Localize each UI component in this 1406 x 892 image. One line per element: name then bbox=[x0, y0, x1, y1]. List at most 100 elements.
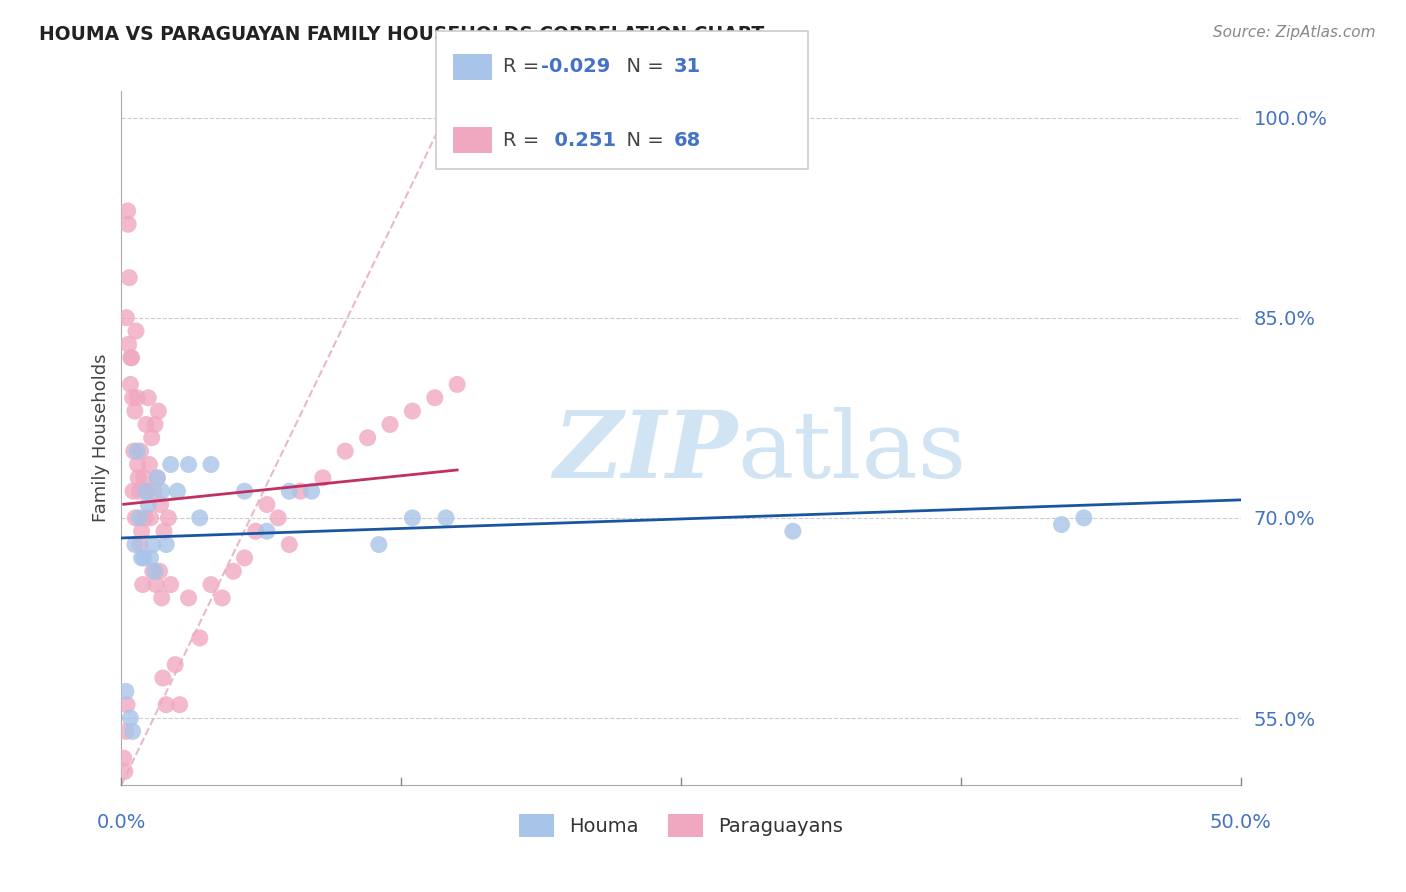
Point bbox=[159, 577, 181, 591]
Y-axis label: Family Households: Family Households bbox=[93, 353, 110, 522]
Point bbox=[143, 417, 166, 432]
Point bbox=[335, 444, 357, 458]
Point bbox=[211, 591, 233, 605]
Point bbox=[200, 577, 222, 591]
Text: R =: R = bbox=[503, 57, 546, 77]
Point bbox=[446, 377, 468, 392]
Point bbox=[117, 337, 139, 351]
Point bbox=[128, 511, 150, 525]
Point bbox=[401, 511, 423, 525]
Point bbox=[135, 417, 157, 432]
Point bbox=[131, 577, 153, 591]
Point bbox=[125, 324, 148, 338]
Point bbox=[135, 484, 157, 499]
Point bbox=[153, 524, 176, 539]
Point bbox=[127, 471, 149, 485]
Point bbox=[245, 524, 267, 539]
Text: HOUMA VS PARAGUAYAN FAMILY HOUSEHOLDS CORRELATION CHART: HOUMA VS PARAGUAYAN FAMILY HOUSEHOLDS CO… bbox=[39, 25, 765, 44]
Point bbox=[378, 417, 401, 432]
Point bbox=[115, 724, 138, 739]
Point bbox=[155, 537, 177, 551]
Point bbox=[142, 537, 165, 551]
Point bbox=[256, 498, 278, 512]
Point bbox=[367, 537, 389, 551]
Point bbox=[117, 203, 139, 218]
Point bbox=[233, 484, 256, 499]
Point bbox=[132, 550, 155, 565]
Text: 0.251: 0.251 bbox=[541, 130, 616, 150]
Point bbox=[122, 484, 145, 499]
Point bbox=[166, 484, 188, 499]
Point bbox=[159, 458, 181, 472]
Point bbox=[188, 631, 211, 645]
Point bbox=[149, 498, 172, 512]
Point bbox=[152, 671, 174, 685]
Point bbox=[121, 351, 143, 365]
Point bbox=[157, 511, 180, 525]
Point bbox=[423, 391, 446, 405]
Point bbox=[121, 724, 143, 739]
Point bbox=[122, 444, 145, 458]
Point bbox=[155, 698, 177, 712]
Point bbox=[142, 564, 165, 578]
Point bbox=[188, 511, 211, 525]
Point bbox=[115, 684, 138, 698]
Point bbox=[120, 711, 142, 725]
Point bbox=[301, 484, 323, 499]
Text: -0.029: -0.029 bbox=[541, 57, 610, 77]
Text: atlas: atlas bbox=[737, 407, 966, 497]
Point bbox=[139, 511, 162, 525]
Point bbox=[118, 270, 141, 285]
Point bbox=[115, 310, 138, 325]
Point bbox=[312, 471, 335, 485]
Point bbox=[129, 444, 152, 458]
Text: N =: N = bbox=[614, 57, 671, 77]
Point bbox=[782, 524, 804, 539]
Point bbox=[138, 458, 160, 472]
Point bbox=[278, 484, 301, 499]
Text: ZIP: ZIP bbox=[553, 407, 737, 497]
Point bbox=[233, 550, 256, 565]
Point bbox=[150, 591, 173, 605]
Point bbox=[132, 471, 155, 485]
Point bbox=[434, 511, 457, 525]
Point bbox=[131, 524, 153, 539]
Point bbox=[127, 444, 149, 458]
Point bbox=[121, 391, 143, 405]
Point bbox=[112, 751, 135, 765]
Point bbox=[150, 484, 173, 499]
Point bbox=[141, 431, 163, 445]
Point bbox=[146, 471, 169, 485]
Point bbox=[200, 458, 222, 472]
Point bbox=[131, 550, 153, 565]
Text: 68: 68 bbox=[673, 130, 700, 150]
Text: Source: ZipAtlas.com: Source: ZipAtlas.com bbox=[1212, 25, 1375, 40]
Point bbox=[267, 511, 290, 525]
Point bbox=[136, 498, 159, 512]
Point bbox=[256, 524, 278, 539]
Text: 50.0%: 50.0% bbox=[1209, 813, 1271, 831]
Point bbox=[146, 471, 169, 485]
Point bbox=[401, 404, 423, 418]
Point bbox=[290, 484, 312, 499]
Point bbox=[127, 458, 149, 472]
Point bbox=[145, 577, 167, 591]
Point bbox=[139, 550, 162, 565]
Text: R =: R = bbox=[503, 130, 546, 150]
Point bbox=[165, 657, 187, 672]
Point bbox=[136, 391, 159, 405]
Point bbox=[143, 564, 166, 578]
Point bbox=[120, 377, 142, 392]
Text: 0.0%: 0.0% bbox=[97, 813, 146, 831]
Point bbox=[1050, 517, 1073, 532]
Point bbox=[222, 564, 245, 578]
Point bbox=[128, 484, 150, 499]
Point bbox=[134, 511, 156, 525]
Point bbox=[142, 484, 165, 499]
Point bbox=[1073, 511, 1095, 525]
Point bbox=[177, 458, 200, 472]
Point bbox=[169, 698, 191, 712]
Point bbox=[148, 404, 170, 418]
Point bbox=[148, 564, 170, 578]
Legend: Houma, Paraguayans: Houma, Paraguayans bbox=[519, 814, 844, 838]
